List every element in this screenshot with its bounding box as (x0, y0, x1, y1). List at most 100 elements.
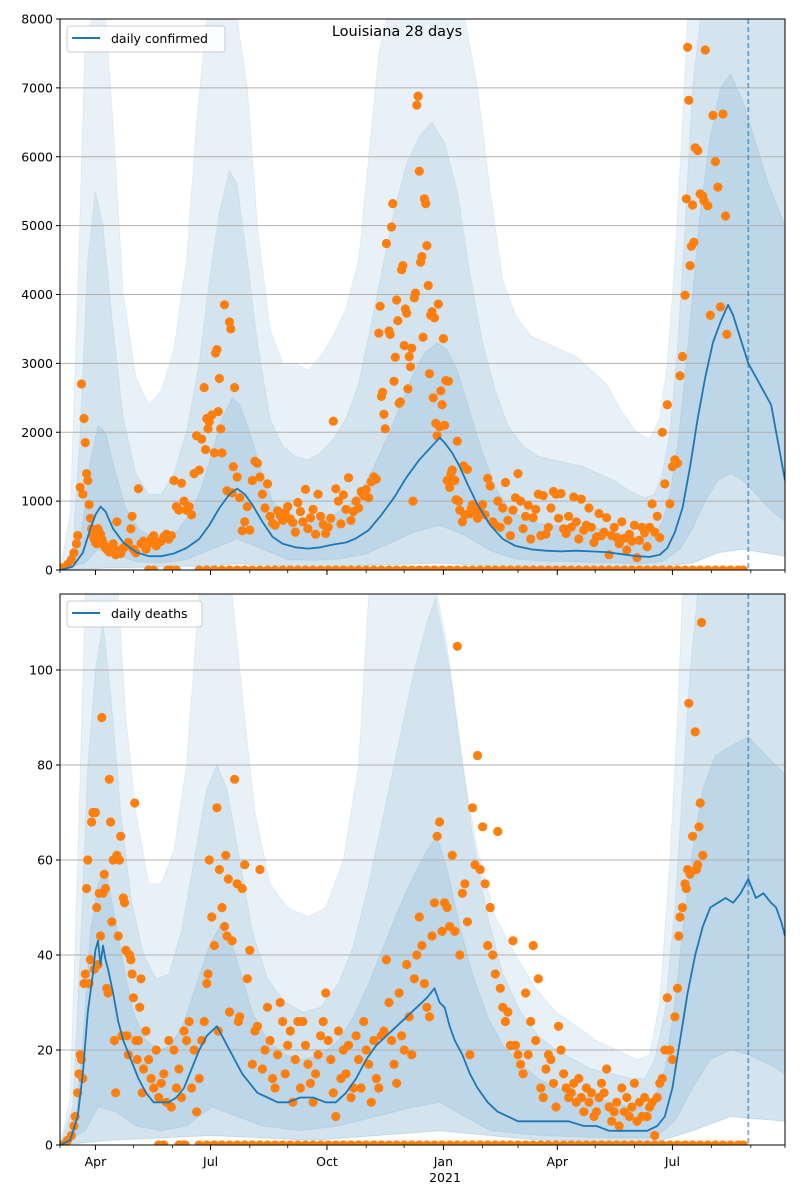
observed-point-zero (217, 1140, 227, 1145)
observed-point (127, 969, 137, 979)
observed-point (328, 1088, 338, 1098)
observed-point-zero (262, 565, 273, 570)
observed-point-zero (278, 1140, 288, 1145)
observed-point (594, 508, 604, 519)
observed-point-zero (270, 1140, 280, 1145)
observed-point (122, 1031, 132, 1041)
observed-point (528, 513, 538, 523)
observed-point (566, 1088, 576, 1098)
observed-point (305, 513, 316, 523)
observed-point (493, 496, 503, 506)
observed-point-zero (672, 1140, 683, 1145)
observed-point-zero (422, 565, 432, 570)
observed-point (696, 617, 707, 628)
observed-point (84, 500, 94, 510)
observed-point-zero (460, 565, 470, 570)
observed-point-zero (725, 565, 736, 570)
observed-point (138, 1064, 149, 1074)
observed-point (652, 511, 662, 521)
x-axis (59, 570, 786, 575)
observed-point (323, 1035, 333, 1046)
legend-box (66, 25, 226, 53)
observed-point (442, 475, 452, 486)
observed-point (569, 492, 579, 502)
observed-point-zero (718, 565, 728, 570)
observed-point (303, 1059, 313, 1069)
observed-point-zero (665, 565, 675, 570)
observed-point (689, 237, 699, 247)
grid-lines (60, 669, 785, 1051)
observed-point-zero (619, 1140, 629, 1145)
y-tick-label: 2000 (21, 425, 53, 440)
uncertainty-bands (60, 594, 785, 1145)
observed-point (283, 502, 293, 512)
observed-point (672, 458, 683, 468)
observed-point (85, 955, 95, 965)
observed-point-zero (331, 565, 341, 570)
fit-line (60, 878, 785, 1145)
observed-point (675, 912, 685, 922)
observed-point (119, 898, 130, 908)
observed-point (677, 351, 688, 362)
observed-point (132, 1054, 142, 1065)
observed-point-zero (467, 1140, 478, 1145)
observed-point-zero (543, 565, 553, 570)
observed-point (586, 522, 597, 532)
observed-point (408, 496, 418, 506)
observed-point (247, 475, 257, 486)
observed-point (386, 222, 397, 232)
observed-point (640, 1092, 650, 1103)
observed-point (133, 1035, 143, 1046)
observed-point (308, 504, 318, 514)
observed-point (708, 110, 718, 120)
observed-point-zero (316, 565, 326, 570)
observed-point (576, 1092, 586, 1103)
observed-point (533, 974, 543, 984)
observed-point (83, 855, 93, 865)
observed-point (531, 1035, 541, 1046)
observed-point-zero (300, 1140, 311, 1145)
observed-point (255, 472, 265, 482)
observed-point-zero (596, 565, 607, 570)
observed-point (498, 503, 508, 513)
observed-point (66, 555, 76, 565)
observed-point (670, 1012, 680, 1022)
observed-point (300, 1040, 311, 1050)
observed-point (214, 864, 224, 875)
observed-point (146, 1073, 156, 1084)
legend: daily confirmed (66, 25, 226, 53)
observed-point (414, 912, 424, 922)
observed-point-zero (376, 1140, 386, 1145)
observed-point (298, 1016, 308, 1027)
observed-point (326, 1054, 336, 1065)
observed-point (189, 1045, 199, 1055)
observed-point (141, 1026, 151, 1036)
observed-point (159, 1069, 169, 1079)
observed-point (366, 1097, 376, 1107)
observed-point (561, 528, 571, 539)
observed-point (472, 513, 483, 523)
observed-point (422, 1002, 432, 1012)
observed-point (579, 1107, 589, 1117)
observed-point (684, 698, 694, 708)
observed-point (113, 931, 123, 941)
observed-point (375, 301, 385, 311)
fit-line (60, 303, 785, 570)
observed-point (280, 1069, 290, 1079)
y-tick-label: 5000 (21, 218, 53, 233)
observed-point (508, 936, 518, 946)
observed-point (437, 926, 447, 936)
observed-point (336, 519, 346, 529)
observed-point (369, 1035, 379, 1046)
observed-point (423, 280, 433, 291)
observed-point (622, 545, 632, 555)
observed-point-zero (505, 565, 516, 570)
observed-point (503, 1007, 513, 1017)
observed-point (478, 500, 488, 510)
observed-point (247, 1059, 257, 1069)
observed-point-zero (445, 1140, 455, 1145)
observed-point (505, 531, 515, 541)
observed-point-zero (354, 1140, 364, 1145)
observed-point-zero (285, 1140, 295, 1145)
observed-point (371, 1073, 381, 1084)
